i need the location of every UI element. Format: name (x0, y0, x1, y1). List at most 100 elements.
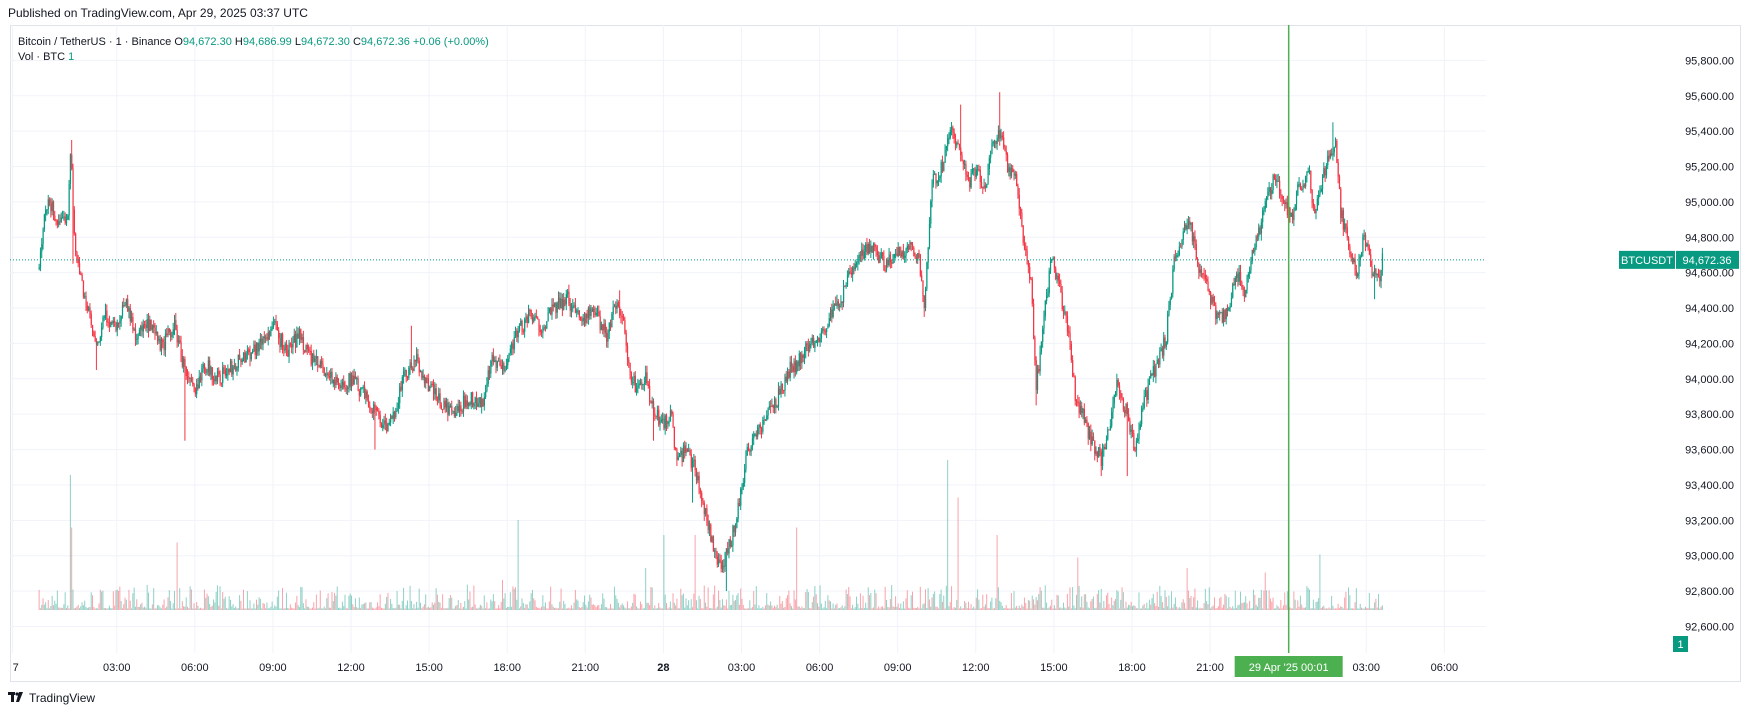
candle-body (628, 359, 630, 363)
candle-body (1130, 429, 1132, 432)
candle (831, 303, 833, 323)
volume-bar (574, 589, 576, 610)
candle (267, 326, 269, 346)
volume-bar (1061, 608, 1063, 610)
volume-bar (158, 605, 160, 610)
candle-body (267, 331, 269, 340)
volume-bar (214, 602, 216, 610)
candle (322, 358, 324, 373)
volume-bar (177, 608, 179, 610)
volume-bar (1167, 606, 1169, 610)
volume-bar (1328, 607, 1330, 610)
candle (1237, 268, 1239, 287)
candle (171, 331, 173, 341)
candle (395, 407, 397, 420)
candle (1089, 425, 1091, 440)
volume-bar (239, 595, 241, 610)
candle-body (675, 447, 677, 450)
candle (977, 164, 979, 176)
candle-body (164, 333, 167, 351)
candle (584, 311, 586, 327)
candle-body (1297, 184, 1299, 196)
volume-bar (1051, 599, 1053, 610)
candle (149, 315, 151, 332)
candle (344, 380, 346, 392)
volume-bar (69, 475, 71, 610)
legend-symbol[interactable]: Bitcoin / TetherUS · 1 · Binance (18, 36, 172, 48)
candle-body (785, 376, 787, 382)
candle-body (1094, 440, 1096, 454)
candle-body (602, 324, 604, 331)
candle (1368, 244, 1371, 256)
candle (1208, 288, 1210, 296)
candle (612, 300, 614, 321)
legend-volume-label[interactable]: Vol · BTC (18, 51, 66, 63)
candle (667, 420, 669, 429)
candle (616, 299, 618, 314)
volume-bar (1012, 608, 1014, 610)
candle (611, 311, 613, 328)
candle-body (748, 447, 750, 451)
candle (167, 325, 169, 338)
candle (856, 261, 858, 268)
candle (679, 453, 681, 458)
candle-body (957, 143, 959, 145)
candle (849, 265, 851, 275)
volume-bar (1172, 607, 1174, 610)
volume-bar (888, 607, 890, 610)
candle-body (1226, 308, 1229, 311)
volume-bar (314, 608, 316, 610)
candle-body (1165, 342, 1168, 347)
candle-body (1368, 247, 1371, 255)
candle-body (339, 385, 341, 388)
candle-body (88, 307, 90, 311)
candle (1232, 282, 1234, 299)
volume-bar (1216, 607, 1218, 610)
candle (1133, 430, 1135, 451)
candle-body (1068, 331, 1070, 333)
candle (1008, 163, 1010, 177)
candle (533, 314, 535, 324)
candle-body (395, 410, 397, 418)
volume-bar (323, 606, 325, 610)
candle-body (356, 378, 358, 380)
volume-bar (63, 604, 65, 610)
candle-body (384, 420, 387, 424)
candle-body (240, 358, 242, 363)
candle-body (179, 340, 181, 343)
candle-body (861, 249, 863, 256)
volume-bar (832, 603, 834, 610)
volume-bar (632, 602, 634, 610)
candle-body (979, 169, 981, 183)
candle (551, 298, 553, 320)
candle (1328, 150, 1330, 162)
volume-bar (1057, 595, 1059, 610)
candle (987, 163, 989, 185)
candle-body (1203, 274, 1205, 276)
volume-bar (754, 604, 756, 610)
candle (1187, 216, 1190, 230)
candle-body (1141, 408, 1143, 425)
candle-body (1007, 154, 1009, 172)
candle-body (1056, 275, 1058, 279)
candle (764, 419, 767, 421)
volume-bar (1217, 606, 1219, 610)
candle-body (1105, 439, 1108, 449)
volume-bar (846, 594, 848, 610)
candle (347, 385, 349, 396)
candle (377, 406, 379, 412)
candle (625, 329, 627, 353)
candle-body (1208, 290, 1210, 293)
volume-bar (1040, 590, 1042, 610)
candle-body (641, 382, 643, 386)
volume-bar (663, 535, 665, 610)
volume-bar (249, 600, 251, 610)
candle-body (708, 524, 711, 530)
chart-pane[interactable] (10, 25, 1741, 682)
candle-body (252, 350, 254, 354)
candle-body (934, 174, 936, 176)
candle-body (1077, 401, 1079, 403)
volume-bar (1073, 605, 1075, 610)
volume-bar (729, 605, 731, 610)
